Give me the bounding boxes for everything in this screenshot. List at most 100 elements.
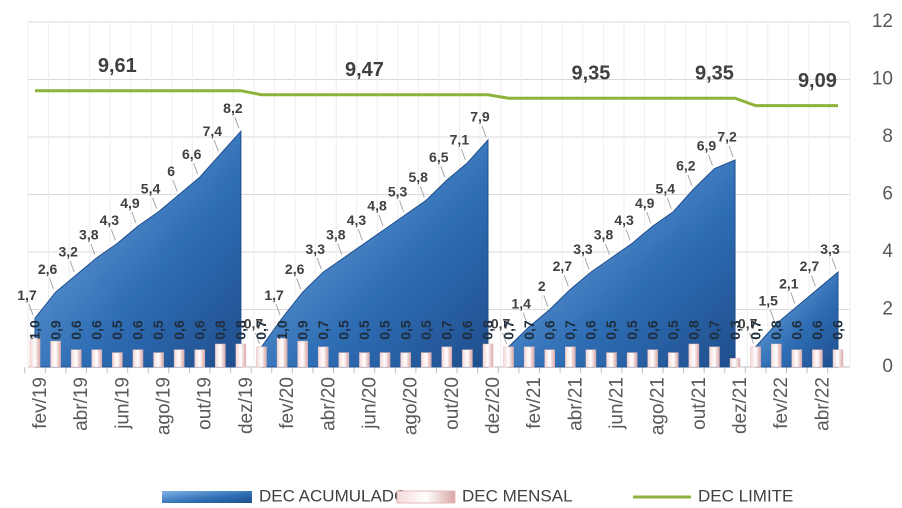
x-tick-label: fev/19 <box>30 377 51 429</box>
x-tick-label: fev/21 <box>524 377 545 429</box>
data-label: 5,4 <box>656 180 676 196</box>
bar-label: 0,7 <box>521 320 537 340</box>
bar-label: 0,7 <box>438 320 454 340</box>
bar-label: 0,6 <box>88 320 104 340</box>
y-tick-label: 6 <box>882 184 893 205</box>
legend-swatch <box>162 491 252 503</box>
leader-line <box>378 214 384 227</box>
bar <box>668 352 679 368</box>
bar-label: 0,5 <box>397 320 413 340</box>
bar-label: 0,8 <box>212 320 228 340</box>
data-label: 1,4 <box>511 295 531 311</box>
leader-line <box>831 257 837 270</box>
bar-label: 1,0 <box>274 320 290 340</box>
bar <box>276 338 288 368</box>
bar-label: 0,7 <box>253 320 269 340</box>
leader-line <box>460 148 466 161</box>
leader-line <box>213 140 219 152</box>
bar <box>688 343 700 368</box>
bar-label: 0,5 <box>377 320 393 340</box>
x-tick-label: out/20 <box>442 377 463 430</box>
bar <box>379 352 391 368</box>
bar <box>338 352 350 368</box>
bar-label: 0,8 <box>480 320 496 340</box>
bar-label: 0,6 <box>830 320 846 340</box>
leader-line <box>440 165 446 178</box>
data-label: 6 <box>167 163 175 179</box>
leader-line <box>625 229 631 241</box>
bar-label: 0,6 <box>130 320 146 340</box>
leader-line <box>687 174 693 186</box>
data-label: 8,2 <box>223 100 243 116</box>
bar <box>359 352 370 368</box>
y-tick-label: 8 <box>882 126 893 147</box>
line <box>35 89 838 108</box>
bar-label: 0,7 <box>315 320 331 340</box>
bar-label: 0,6 <box>541 320 557 340</box>
bar <box>235 343 247 368</box>
bar-label: 0,7 <box>747 320 763 340</box>
bar-label: 0,6 <box>644 320 660 340</box>
data-label: 6,9 <box>697 137 717 153</box>
bar <box>647 349 658 368</box>
leader-line <box>399 200 405 212</box>
bar <box>29 338 41 368</box>
leader-line <box>810 275 816 287</box>
bar <box>626 352 638 368</box>
data-label: 5,3 <box>388 183 408 199</box>
leader-line <box>584 257 590 270</box>
area <box>34 129 242 368</box>
bar-label: 0,9 <box>47 320 63 340</box>
leader-line <box>357 229 363 241</box>
leader-line <box>749 332 755 345</box>
x-tick-label: dez/19 <box>236 377 257 434</box>
bar-label: 0,3 <box>727 320 743 340</box>
bar <box>194 349 205 368</box>
bar-label: 0,5 <box>418 320 434 340</box>
data-label: 3,8 <box>79 226 99 242</box>
bar <box>750 346 761 368</box>
leader-line <box>502 332 508 345</box>
x-tick-label: out/19 <box>195 377 216 430</box>
x-tick-label: out/21 <box>689 377 710 430</box>
x-tick-label: dez/21 <box>730 377 751 434</box>
bar <box>791 349 803 368</box>
leader-line <box>707 154 713 166</box>
bar-label: 1,0 <box>27 320 43 340</box>
leader-line <box>563 275 569 287</box>
leader-line <box>728 145 734 158</box>
line-label: 9,09 <box>798 70 837 92</box>
bar <box>565 346 576 368</box>
data-label: 2,6 <box>285 261 305 277</box>
bar-label: 0,5 <box>665 320 681 340</box>
leader-line <box>255 332 260 345</box>
data-label: 5,8 <box>408 169 428 185</box>
x-tick-label: jun/19 <box>112 377 133 430</box>
y-tick-label: 12 <box>872 11 893 32</box>
data-label: 4,9 <box>120 195 140 211</box>
data-label: 1,7 <box>17 287 37 303</box>
bar-label: 0,8 <box>233 320 249 340</box>
bar <box>318 346 329 368</box>
leader-line <box>316 257 322 270</box>
bar-label: 0,6 <box>68 320 84 340</box>
bar <box>709 346 720 368</box>
data-label: 3,8 <box>594 226 614 242</box>
leader-line <box>172 180 178 192</box>
bar-label: 0,5 <box>624 320 640 340</box>
bar <box>215 343 226 368</box>
legend-label: DEC ACUMULADO <box>259 486 407 505</box>
data-label: 0,7 <box>244 316 264 332</box>
bar-label: 0,5 <box>150 320 166 340</box>
leader-line <box>296 278 302 290</box>
x-tick-label: dez/20 <box>483 377 504 434</box>
data-label: 5,4 <box>141 180 161 196</box>
bar-label: 0,7 <box>706 320 722 340</box>
leader-line <box>337 243 343 255</box>
bar-label: 0,5 <box>109 320 125 340</box>
legend-label: DEC LIMITE <box>698 486 793 505</box>
bar-label: 0,6 <box>171 320 187 340</box>
leader-line <box>28 303 34 316</box>
bar <box>462 349 473 368</box>
data-label: 3,2 <box>58 244 78 260</box>
